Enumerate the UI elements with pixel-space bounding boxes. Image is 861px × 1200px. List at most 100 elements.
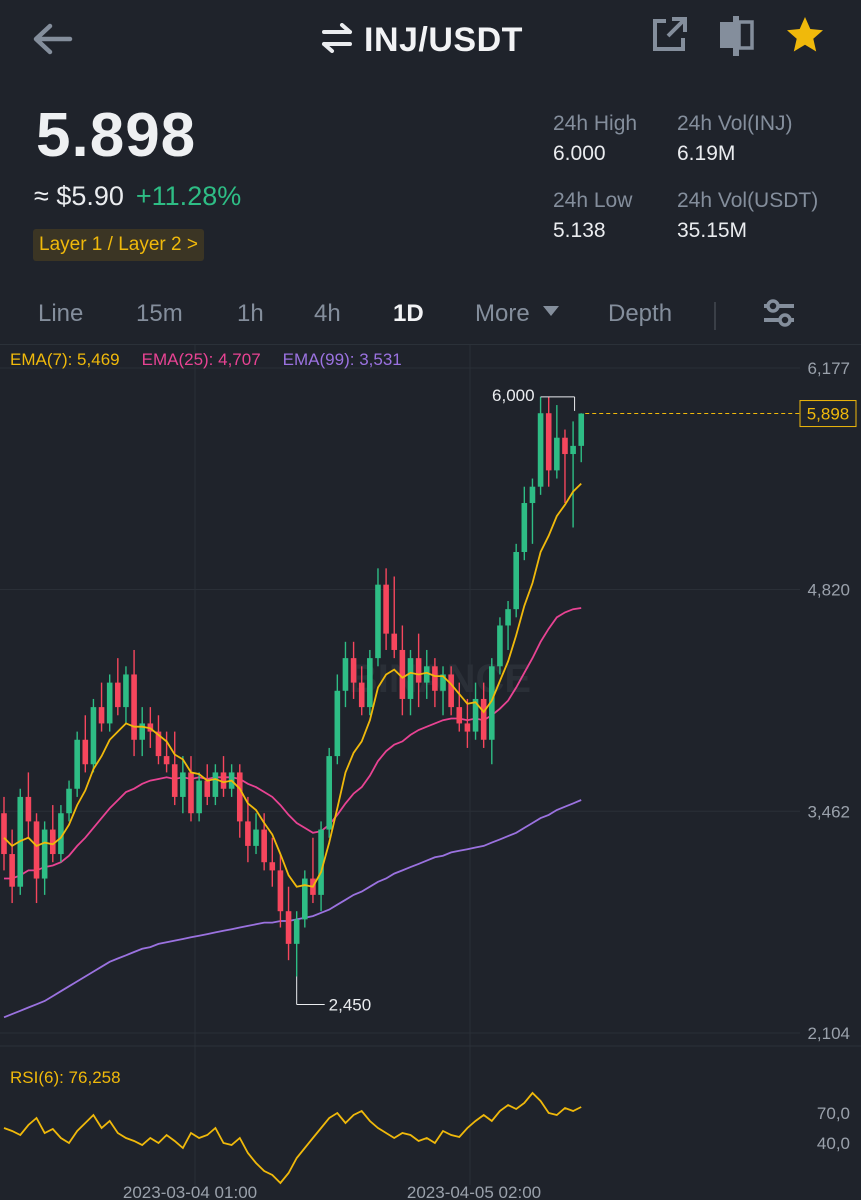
vol-quote-label: 24h Vol(USDT) [677, 189, 819, 212]
candle-body [391, 633, 398, 650]
chart-settings-icon[interactable] [762, 296, 796, 337]
candle-body [82, 739, 89, 765]
candle-body [464, 723, 471, 732]
candle-body [570, 445, 576, 455]
candle-body [90, 707, 97, 765]
candle-body [342, 658, 349, 691]
candle-body [269, 862, 276, 871]
candle-body [277, 870, 284, 912]
candle-body [505, 609, 511, 626]
candles [1, 396, 585, 977]
ema25-series [4, 607, 582, 880]
candle-body [399, 649, 406, 699]
tab-divider [714, 302, 716, 330]
candle-body [456, 707, 463, 724]
candle-body [407, 658, 414, 699]
price-tick-label: 3,462 [807, 802, 850, 821]
date-tick-label: 2023-04-05 02:00 [407, 1183, 541, 1200]
candle-body [220, 772, 227, 789]
interval-tabs: Line 15m 1h 4h 1D More Depth [0, 288, 861, 344]
ema7-series [3, 482, 582, 888]
candle-body [350, 658, 357, 683]
candle-body [578, 413, 585, 446]
candle-body [212, 772, 219, 797]
candle-body [155, 731, 162, 757]
candle-body [554, 437, 560, 471]
candle-body [545, 413, 552, 471]
rsi-tick-label: 40,0 [817, 1134, 850, 1153]
candle-body [9, 854, 15, 887]
candle-body [1, 813, 7, 855]
swap-icon [320, 22, 354, 58]
tab-depth[interactable]: Depth [608, 300, 673, 327]
candle-body [415, 658, 422, 683]
ema99-series [3, 799, 582, 1019]
tab-more-label: More [475, 300, 530, 327]
ema99-line [3, 799, 582, 1019]
candle-body [423, 666, 430, 683]
candle-body [196, 780, 202, 814]
rsi-series [3, 1091, 582, 1185]
candle-body [180, 772, 186, 797]
favorite-star-icon[interactable] [784, 14, 828, 62]
candle-body [123, 674, 129, 708]
low-label: 24h Low [553, 189, 633, 212]
candle-body [115, 682, 121, 708]
pair-selector[interactable]: INJ/USDT [320, 18, 523, 62]
tab-1h[interactable]: 1h [237, 300, 264, 327]
candle-body [367, 658, 373, 708]
candle-body [521, 503, 528, 553]
candle-body [261, 829, 267, 863]
candle-body [318, 829, 324, 895]
rsi-tick-label: 70,0 [817, 1104, 850, 1123]
candle-body [171, 764, 178, 797]
tab-1d[interactable]: 1D [393, 300, 424, 327]
annotations: 6,000 2,450 5,898 [296, 386, 857, 1015]
date-tick-label: 2023-03-04 01:00 [123, 1183, 257, 1200]
candle-body [49, 829, 56, 855]
tab-line[interactable]: Line [38, 300, 84, 327]
max-price-label: 6,000 [492, 386, 535, 405]
rsi-label: RSI(6): 76,258 [10, 1068, 121, 1087]
back-arrow-icon[interactable] [28, 18, 76, 60]
candle-body [139, 723, 146, 740]
candle-body [358, 682, 365, 708]
candle-body [513, 552, 519, 610]
candle-body [440, 674, 446, 691]
chart-grid [0, 345, 861, 1185]
last-price: 5.898 [36, 101, 197, 170]
fiat-price: ≈ $5.90 [34, 181, 124, 211]
high-label: 24h High [553, 112, 638, 135]
candle-body [33, 821, 40, 879]
candle-body [74, 739, 80, 789]
current-price-box [799, 400, 857, 428]
candle-body [334, 690, 341, 757]
price-change: +11.28% [135, 181, 242, 211]
category-tag[interactable]: Layer 1 / Layer 2 > [33, 229, 204, 261]
tab-4h[interactable]: 4h [314, 300, 341, 327]
current-price-label: 5,898 [807, 405, 850, 424]
candle-body [236, 772, 243, 822]
min-price-label: 2,450 [329, 996, 372, 1015]
price-tick-label: 6,177 [807, 359, 850, 378]
candle-body [106, 682, 113, 724]
candle-body [562, 437, 568, 455]
price-axis: 6,177 4,820 3,462 2,104 [807, 359, 850, 1043]
tab-15m[interactable]: 15m [136, 300, 183, 327]
ema7-line [3, 482, 582, 888]
candle-body [188, 772, 194, 814]
high-value: 6.000 [553, 142, 606, 165]
ema-legend: EMA(7): 5,469 EMA(25): 4,707 EMA(99): 3,… [10, 350, 402, 370]
candle-body [497, 625, 503, 667]
candle-body [480, 698, 487, 740]
ema25-line [4, 607, 582, 880]
candle-body [302, 878, 308, 920]
compare-icon[interactable] [716, 14, 760, 62]
tab-more[interactable]: More [475, 300, 560, 328]
rsi-panel: 70,0 40,0 2023-03-04 01:00 2023-04-05 02:00 [3, 1091, 850, 1200]
share-icon[interactable] [650, 14, 694, 62]
price-tick-label: 4,820 [807, 581, 850, 600]
caret-down-icon [543, 306, 560, 316]
ema99-label: EMA(99): 3,531 [282, 350, 402, 369]
